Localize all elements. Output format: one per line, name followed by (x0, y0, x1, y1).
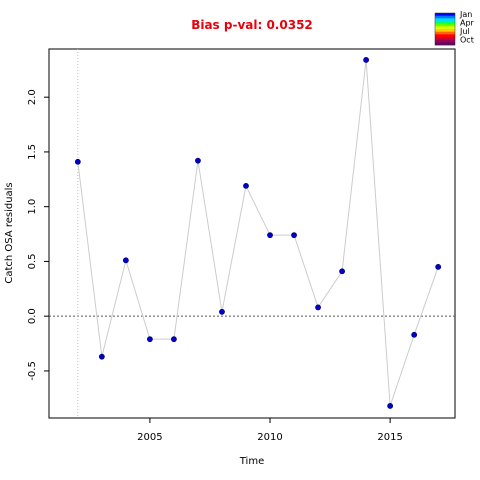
legend-label-jul: Jul (459, 27, 470, 36)
y-tick-label-2.0: 2.0 (27, 89, 38, 105)
y-tick-label-0.0: 0.0 (27, 308, 38, 324)
residual-connector-line (77, 59, 439, 407)
x-tick-label-2005: 2005 (137, 432, 162, 443)
data-point-2003 (98, 353, 105, 360)
data-point-2017 (435, 263, 442, 270)
x-axis-label: Time (239, 456, 264, 467)
data-point-2011 (291, 232, 297, 239)
legend-swatch-6 (435, 29, 455, 32)
legend-swatch-7 (435, 31, 455, 35)
y-axis: -0.5 0.0 0.5 1.0 1.5 2.0 (27, 89, 49, 381)
data-point-2015 (387, 403, 394, 409)
chart-title: Bias p-val: 0.0352 (191, 18, 313, 32)
data-point-2004 (122, 257, 129, 264)
legend-label-apr: Apr (460, 19, 475, 28)
reference-lines (49, 49, 455, 418)
legend-swatch-1 (435, 15, 455, 19)
legend-swatch-10 (435, 39, 455, 43)
x-axis: 2005 2010 2015 (137, 418, 403, 443)
data-point-2008 (219, 308, 225, 315)
data-point-2010 (267, 232, 273, 239)
data-point-2005 (146, 336, 153, 343)
legend-label-jan: Jan (459, 10, 472, 19)
y-tick-label-0.5: 0.5 (27, 253, 38, 269)
data-point-2016 (411, 331, 418, 338)
y-tick-label-1.5: 1.5 (27, 144, 38, 160)
x-tick-label-2015: 2015 (377, 432, 402, 443)
legend-swatch-4 (435, 23, 455, 27)
y-axis-label: Catch OSA residuals (4, 182, 15, 283)
legend-swatch-9 (435, 37, 455, 40)
legend-swatch-0 (435, 13, 455, 16)
data-point-2012 (315, 304, 321, 311)
data-point-2006 (171, 336, 177, 343)
legend-label-oct: Oct (460, 36, 474, 45)
legend-swatch-5 (435, 26, 455, 30)
x-tick-label-2010: 2010 (257, 432, 282, 443)
data-point-2007 (195, 157, 201, 164)
legend-swatch-3 (435, 21, 455, 24)
legend-frame (434, 12, 456, 46)
legend-swatch-8 (435, 34, 455, 38)
series-line (77, 59, 439, 407)
legend-swatch-2 (435, 18, 455, 22)
data-point-2014 (363, 57, 370, 63)
y-tick-label--0.5: -0.5 (27, 361, 38, 381)
data-point-2009 (243, 182, 249, 189)
y-tick-label-1.0: 1.0 (27, 199, 38, 215)
data-points (74, 57, 442, 409)
data-point-2002 (74, 158, 81, 165)
legend-swatch-11 (435, 42, 455, 46)
data-point-2013 (339, 268, 345, 275)
plot-frame (48, 48, 456, 419)
